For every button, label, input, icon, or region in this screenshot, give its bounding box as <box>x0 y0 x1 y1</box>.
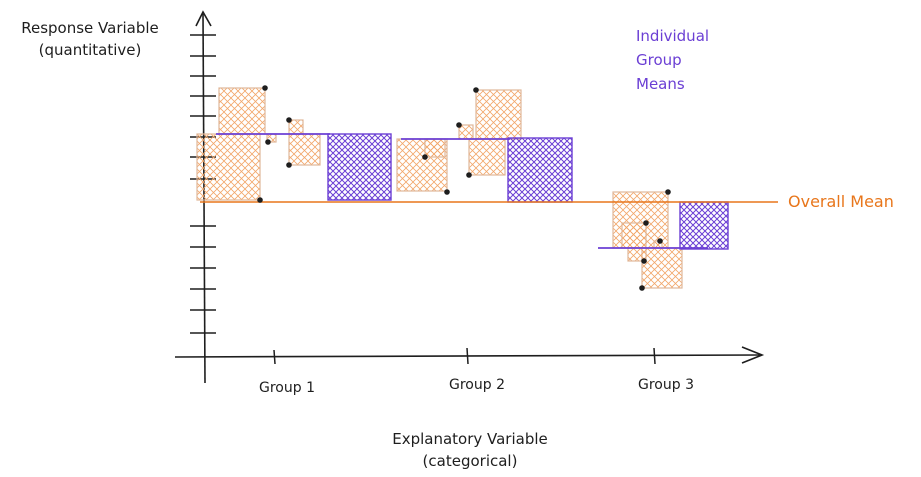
x-tick-group-2 <box>466 347 469 365</box>
overall-mean-label: Overall Mean <box>788 192 894 211</box>
x-tick-group-1 <box>273 349 276 365</box>
y-axis-label-line-2: (quantitative) <box>39 41 142 59</box>
x-axis-label-line-2: (categorical) <box>423 452 518 470</box>
group-2-mean-square <box>507 137 573 203</box>
group-1-label: Group 1 <box>259 380 315 396</box>
x-axis-label-line-1: Explanatory Variable <box>392 430 548 448</box>
legend-group-means-line-1: Individual <box>636 27 709 45</box>
data-points <box>257 85 671 291</box>
group-2-label: Group 2 <box>449 377 505 393</box>
group-1-squares <box>196 87 321 201</box>
legend-group-means-line-2: Group <box>636 51 682 69</box>
legend-group-means-line-3: Means <box>636 75 685 93</box>
group-mean-squares <box>327 133 729 250</box>
group-3-squares <box>612 191 683 289</box>
x-tick-group-3 <box>653 347 656 365</box>
group-mean-lines <box>216 133 708 249</box>
y-axis-ticks <box>190 34 216 334</box>
group-3-label: Group 3 <box>638 377 694 393</box>
group-1-mean-square <box>327 133 392 201</box>
group-3-mean-square <box>679 201 729 250</box>
y-axis-label-line-1: Response Variable <box>21 19 159 37</box>
group-2-squares <box>396 89 522 192</box>
x-axis <box>174 346 765 365</box>
